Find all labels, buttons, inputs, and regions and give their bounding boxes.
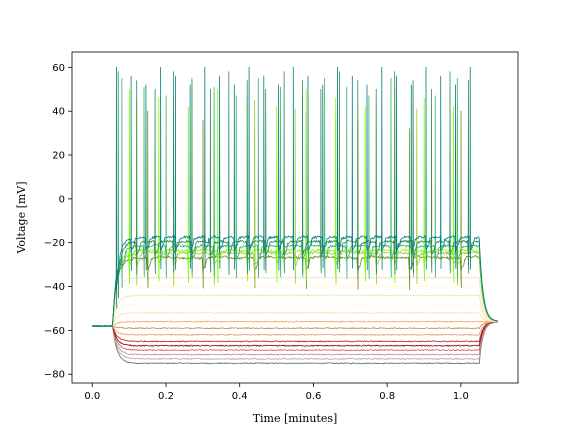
x-axis: 0.0 0.2 0.4 0.6 0.8 1.0: [84, 383, 469, 402]
voltage-trace-8: [92, 321, 498, 330]
voltage-trace-20: [92, 66, 498, 328]
plot-area: [91, 66, 498, 365]
voltage-trace-6: [92, 321, 498, 343]
voltage-trace-4: [92, 321, 498, 352]
y-tick-label: 0: [59, 194, 65, 205]
voltage-trace-10: [92, 311, 498, 328]
y-tick-label: −20: [44, 238, 65, 249]
y-tick-label: −40: [44, 282, 65, 293]
x-tick-label: 0.2: [158, 391, 174, 402]
voltage-trace-1: [92, 321, 498, 365]
voltage-trace-17: [92, 88, 498, 328]
y-tick-label: −80: [44, 370, 65, 381]
voltage-trace-11: [92, 303, 498, 328]
x-axis-label: Time [minutes]: [253, 412, 338, 425]
x-tick-label: 0.6: [305, 391, 321, 402]
y-tick-label: 60: [52, 63, 65, 74]
voltage-trace-2: [92, 321, 498, 360]
voltage-trace-15: [91, 110, 498, 328]
x-tick-label: 0.8: [379, 391, 395, 402]
y-axis-label: Voltage [mV]: [15, 181, 28, 254]
voltage-trace-18: [92, 77, 498, 328]
voltage-trace-12: [92, 294, 498, 328]
voltage-trace-5: [92, 321, 498, 347]
x-tick-label: 1.0: [453, 391, 469, 402]
y-axis: −80 −60 −40 −20 0 20 40 60: [44, 63, 72, 381]
x-tick-label: 0.0: [84, 391, 100, 402]
y-tick-label: 40: [52, 107, 65, 118]
voltage-trace-9: [92, 320, 498, 328]
voltage-trace-13: [92, 285, 498, 328]
voltage-trace-3: [92, 321, 498, 356]
y-tick-label: −60: [44, 326, 65, 337]
x-tick-label: 0.4: [232, 391, 248, 402]
voltage-trace-7: [92, 321, 498, 336]
axes-frame: [71, 51, 519, 384]
y-tick-label: 20: [52, 151, 65, 162]
